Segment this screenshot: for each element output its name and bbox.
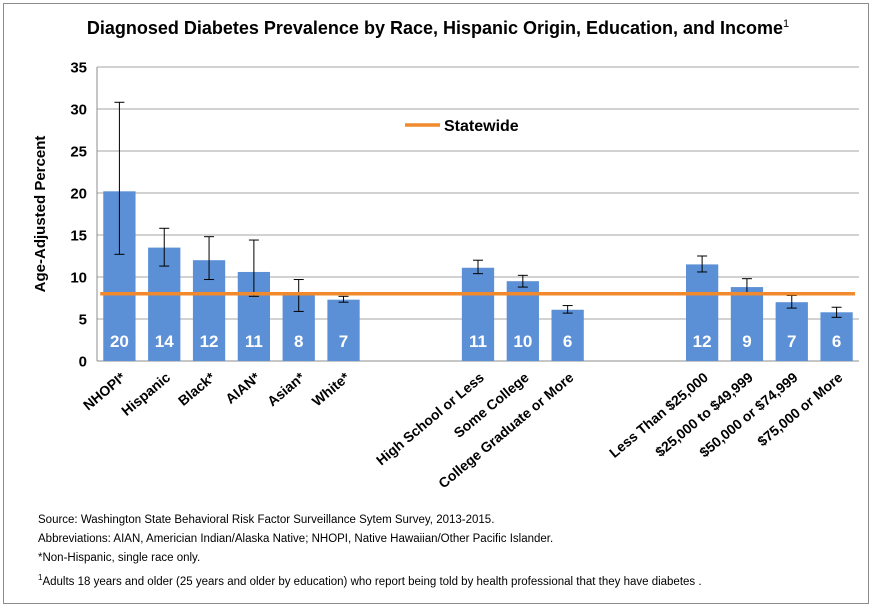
y-tick-label: 30 [70, 102, 87, 119]
y-tick-label: 0 [79, 354, 87, 371]
y-tick-label: 35 [70, 60, 87, 77]
y-tick-label: 15 [70, 228, 87, 245]
chart-title: Diagnosed Diabetes Prevalence by Race, H… [0, 18, 876, 39]
y-tick-label: 20 [70, 186, 87, 203]
y-tick-label: 5 [79, 312, 87, 329]
chart-frame [3, 3, 869, 604]
y-tick-label: 10 [70, 270, 87, 287]
source-note: Source: Washington State Behavioral Risk… [38, 514, 495, 526]
x-tick-label: AIAN* [222, 369, 263, 407]
bar [551, 309, 584, 361]
bar-value-label: 12 [200, 332, 219, 351]
chart-title-text: Diagnosed Diabetes Prevalence by Race, H… [86, 18, 784, 38]
x-tick-label: Hispanic [118, 369, 173, 419]
title-footnote-mark: 1 [783, 18, 790, 30]
chart-notes: Source: Washington State Behavioral Risk… [38, 511, 868, 592]
bar [730, 287, 764, 361]
footnote-mark: 1 [38, 573, 43, 582]
bar-value-label: 14 [155, 332, 174, 351]
bar-value-label: 8 [294, 332, 303, 351]
bar-value-label: 7 [339, 332, 348, 351]
abbreviations-note: Abbreviations: AIAN, Americian Indian/Al… [38, 533, 554, 545]
bar-value-label: 12 [693, 332, 712, 351]
bar-value-label: 10 [513, 332, 532, 351]
footnote-text: Adults 18 years and older (25 years and … [42, 575, 702, 588]
bar-value-label: 20 [110, 332, 129, 351]
bar-value-label: 6 [563, 332, 572, 351]
y-tick-label: 25 [70, 144, 87, 161]
legend-label-statewide: Statewide [444, 118, 519, 135]
bar-value-label: 7 [787, 332, 796, 351]
bar-value-label: 9 [742, 332, 751, 351]
bar [775, 302, 808, 361]
bar [461, 267, 495, 361]
bar-value-label: 6 [832, 332, 841, 351]
x-tick-label: Asian* [264, 369, 308, 410]
bar [820, 312, 853, 361]
bar-value-label: 11 [245, 332, 263, 351]
non-hispanic-note: *Non-Hispanic, single race only. [38, 552, 201, 564]
x-tick-label: White* [309, 369, 353, 410]
bar [685, 264, 719, 361]
footnote-note: 1Adults 18 years and older (25 years and… [38, 568, 868, 592]
bar [327, 299, 360, 361]
y-axis-title: Age-Adjusted Percent [32, 136, 49, 293]
x-tick-label: Black* [175, 369, 218, 409]
bar-value-label: 11 [469, 332, 487, 351]
